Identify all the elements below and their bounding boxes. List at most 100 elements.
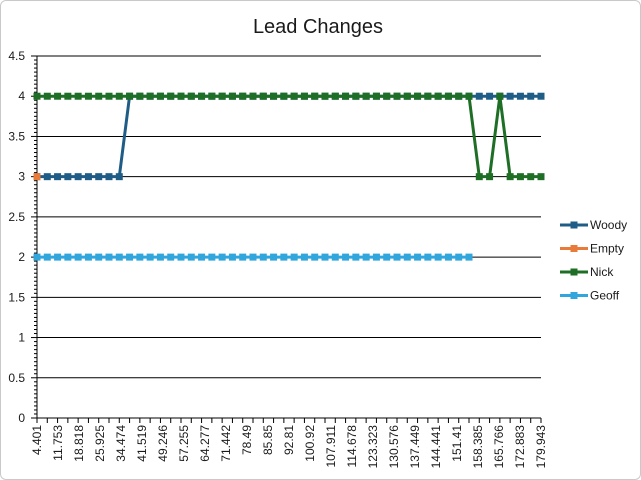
data-point [424,92,432,100]
x-tick-label: 25.925 [93,425,107,462]
legend-marker [570,268,578,276]
x-tick-label: 4.401 [30,425,44,455]
data-point [95,253,103,261]
legend-item-geoff: Geoff [560,289,620,303]
x-tick-label: 41.519 [135,425,149,462]
data-point [126,253,134,261]
x-tick-label: 100.92 [303,425,317,462]
data-point [414,92,422,100]
data-point [167,92,175,100]
legend-item-nick: Nick [560,265,614,279]
axes [31,55,542,423]
data-point [218,92,226,100]
data-point [33,173,41,181]
data-point [311,92,319,100]
data-point [105,92,113,100]
legend-label: Woody [590,218,627,232]
data-point [74,253,82,261]
data-point [393,253,401,261]
x-tick-label: 172.883 [513,425,527,469]
data-point [54,173,62,181]
legend-item-empty: Empty [560,242,624,256]
data-point [424,253,432,261]
x-tick-label: 57.255 [177,425,191,462]
gridlines [37,55,541,379]
data-point [259,253,267,261]
data-point [506,92,514,100]
data-point [146,92,154,100]
data-point [156,253,164,261]
data-point [486,92,494,100]
data-point [74,92,82,100]
series-lines [33,92,545,261]
data-point [475,92,483,100]
legend-label: Geoff [590,289,620,303]
y-tick-label: 1 [18,331,25,345]
data-point [105,173,113,181]
data-point [280,253,288,261]
data-point [228,92,236,100]
data-point [177,253,185,261]
data-point [321,253,329,261]
y-tick-label: 3 [18,170,25,184]
x-axis-tick-labels: 4.401 11.753 18.818 25.925 34.474 41.519 49.24… [30,425,548,469]
data-point [126,92,134,100]
data-point [115,173,123,181]
y-axis-tick-labels: 0 0.5 1 1.5 2 2.5 3 3.5 4 4.5 [8,49,25,425]
data-point [496,92,504,100]
y-tick-label: 1.5 [8,290,25,304]
data-point [342,253,350,261]
data-point [527,173,535,181]
data-point [434,92,442,100]
x-tick-label: 78.49 [240,425,254,455]
y-tick-label: 4.5 [8,49,25,63]
series-geoff [33,253,473,261]
data-point [414,253,422,261]
data-point [218,253,226,261]
data-point [280,92,288,100]
y-tick-label: 2 [18,250,25,264]
data-point [331,253,339,261]
data-point [444,253,452,261]
data-point [455,92,463,100]
legend-label: Nick [590,265,614,279]
data-point [228,253,236,261]
y-tick-label: 4 [18,89,25,103]
data-point [506,173,514,181]
data-point [105,253,113,261]
data-point [403,253,411,261]
x-tick-label: 151.41 [450,425,464,462]
data-point [115,92,123,100]
data-point [64,173,72,181]
data-point [352,253,360,261]
data-point [516,92,524,100]
data-point [156,92,164,100]
data-point [455,253,463,261]
data-point [270,92,278,100]
legend-marker [570,221,578,229]
data-point [259,92,267,100]
data-point [115,253,123,261]
x-tick-label: 49.246 [156,425,170,462]
legend: Woody Empty Nick Geoff [560,218,627,303]
data-point [383,92,391,100]
x-tick-label: 71.442 [219,425,233,462]
x-tick-label: 179.943 [534,425,548,469]
y-tick-label: 2.5 [8,210,25,224]
x-tick-label: 11.753 [51,425,65,461]
chart-title: Lead Changes [253,16,383,38]
data-point [352,92,360,100]
x-tick-label: 130.576 [387,425,401,469]
data-point [465,253,473,261]
data-point [64,253,72,261]
data-point [342,92,350,100]
y-tick-label: 0 [18,411,25,425]
data-point [372,253,380,261]
data-point [311,253,319,261]
data-point [321,92,329,100]
data-point [136,92,144,100]
data-point [537,92,545,100]
data-point [43,173,51,181]
data-point [187,253,195,261]
